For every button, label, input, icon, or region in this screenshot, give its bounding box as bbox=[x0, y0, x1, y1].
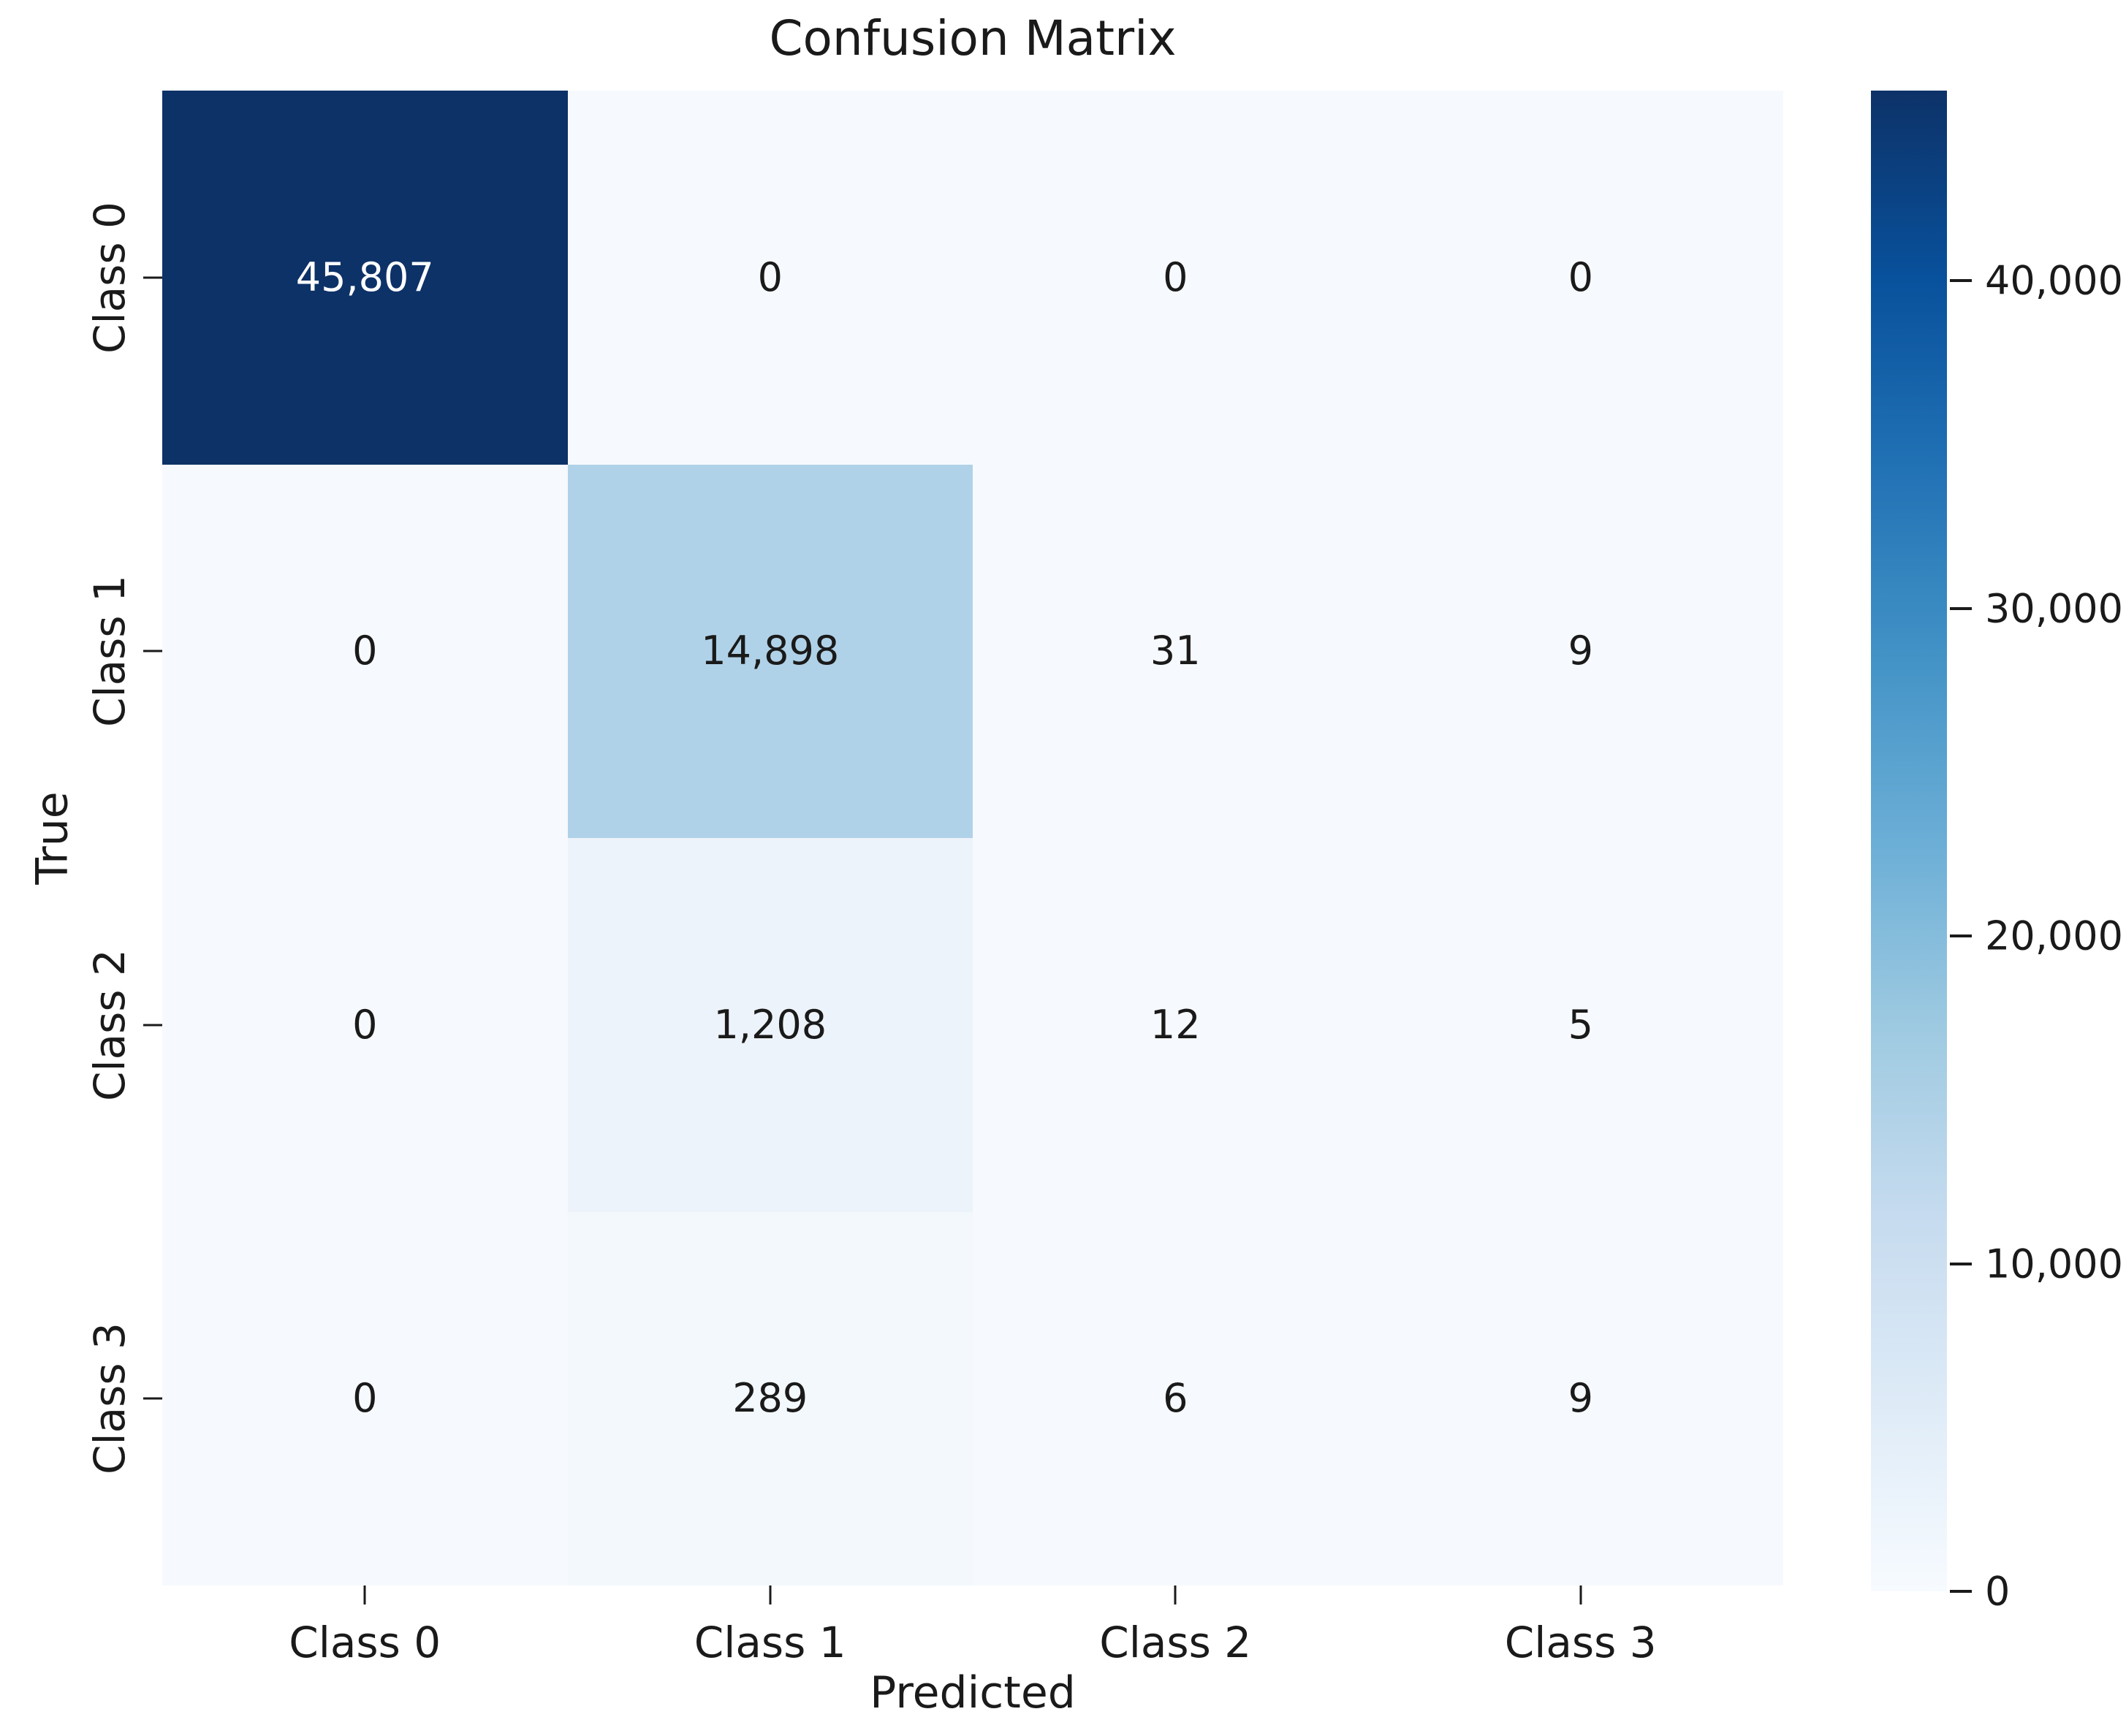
heatmap-cell-r0c1: 0 bbox=[567, 91, 973, 465]
heatmap-cell-r1c1: 14,898 bbox=[567, 464, 973, 838]
colorbar bbox=[1871, 91, 1947, 1591]
cell-value: 31 bbox=[1150, 628, 1201, 674]
colorbar-tick-label: 20,000 bbox=[1985, 913, 2123, 959]
y-axis-label: True bbox=[26, 791, 78, 885]
x-axis-label: Predicted bbox=[870, 1667, 1076, 1718]
y-tick-label: Class 3 bbox=[85, 1322, 134, 1475]
x-tick-label: Class 2 bbox=[1099, 1618, 1252, 1667]
cell-value: 14,898 bbox=[701, 628, 840, 674]
heatmap-plot-area: 45,807 0 0 0 0 14,898 31 9 0 1,208 12 5 0 289 6 9 bbox=[162, 91, 1783, 1585]
x-tick-label: Class 0 bbox=[289, 1618, 441, 1667]
colorbar-tick-mark bbox=[1950, 279, 1972, 283]
colorbar-tick-label: 0 bbox=[1985, 1568, 2011, 1615]
x-tick-mark bbox=[1579, 1585, 1582, 1604]
cell-value: 0 bbox=[1163, 254, 1188, 300]
colorbar-tick-mark bbox=[1950, 1262, 1972, 1265]
cell-value: 289 bbox=[732, 1375, 808, 1422]
cell-value: 6 bbox=[1163, 1375, 1188, 1422]
heatmap-cell-r0c3: 0 bbox=[1378, 91, 1783, 465]
cell-value: 0 bbox=[352, 628, 378, 674]
heatmap-cell-r0c2: 0 bbox=[973, 91, 1378, 465]
cell-value: 1,208 bbox=[713, 1001, 827, 1048]
heatmap-cell-r0c0: 45,807 bbox=[162, 91, 568, 465]
heatmap-cell-r3c1: 289 bbox=[567, 1211, 973, 1585]
cell-value: 0 bbox=[352, 1001, 378, 1048]
y-tick-label: Class 1 bbox=[85, 575, 134, 728]
y-tick-label: Class 2 bbox=[85, 948, 134, 1101]
y-tick-mark bbox=[143, 276, 162, 279]
cell-value: 9 bbox=[1568, 1375, 1593, 1422]
y-tick-mark bbox=[143, 650, 162, 652]
y-tick-mark bbox=[143, 1397, 162, 1400]
x-tick-mark bbox=[1174, 1585, 1177, 1604]
x-tick-mark bbox=[363, 1585, 366, 1604]
y-tick-mark bbox=[143, 1024, 162, 1027]
heatmap-cell-r2c3: 5 bbox=[1378, 838, 1783, 1212]
colorbar-tick-mark bbox=[1950, 606, 1972, 610]
x-tick-mark bbox=[769, 1585, 772, 1604]
y-tick-label: Class 0 bbox=[85, 201, 134, 354]
chart-title: Confusion Matrix bbox=[769, 10, 1177, 66]
cell-value: 0 bbox=[757, 254, 783, 300]
heatmap-cell-r2c0: 0 bbox=[162, 838, 568, 1212]
heatmap-cell-r3c3: 9 bbox=[1378, 1211, 1783, 1585]
heatmap-cell-r2c1: 1,208 bbox=[567, 838, 973, 1212]
colorbar-tick-label: 40,000 bbox=[1985, 257, 2123, 304]
cell-value: 0 bbox=[352, 1375, 378, 1422]
heatmap-cell-r1c2: 31 bbox=[973, 464, 1378, 838]
heatmap-cell-r1c0: 0 bbox=[162, 464, 568, 838]
heatmap-cell-r3c0: 0 bbox=[162, 1211, 568, 1585]
colorbar-tick-mark bbox=[1950, 1590, 1972, 1593]
x-tick-label: Class 1 bbox=[694, 1618, 846, 1667]
cell-value: 45,807 bbox=[295, 254, 434, 300]
heatmap-cell-r3c2: 6 bbox=[973, 1211, 1378, 1585]
colorbar-tick-label: 30,000 bbox=[1985, 585, 2123, 632]
heatmap-cell-r2c2: 12 bbox=[973, 838, 1378, 1212]
cell-value: 9 bbox=[1568, 628, 1593, 674]
x-tick-label: Class 3 bbox=[1504, 1618, 1657, 1667]
cell-value: 12 bbox=[1150, 1001, 1201, 1048]
cell-value: 0 bbox=[1568, 254, 1593, 300]
colorbar-tick-mark bbox=[1950, 934, 1972, 938]
colorbar-tick-label: 10,000 bbox=[1985, 1241, 2123, 1287]
heatmap-cell-r1c3: 9 bbox=[1378, 464, 1783, 838]
cell-value: 5 bbox=[1568, 1001, 1593, 1048]
